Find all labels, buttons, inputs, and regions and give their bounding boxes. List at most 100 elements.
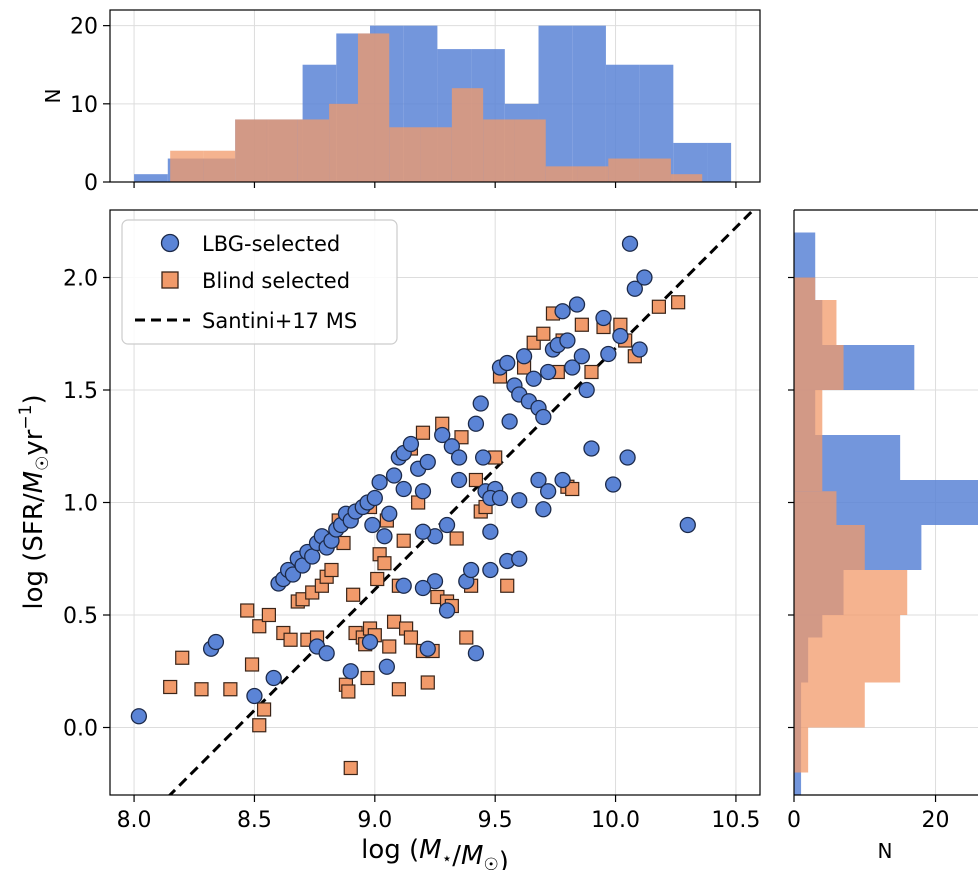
blind-selected-point bbox=[256, 702, 272, 717]
blind-selected-point bbox=[468, 472, 484, 488]
lbg-selected-point bbox=[381, 505, 398, 522]
lbg-selected-point bbox=[530, 471, 547, 489]
blind-selected-point bbox=[360, 670, 375, 686]
right-histogram-bar-blind bbox=[794, 491, 837, 525]
top-histogram-bar-blind bbox=[670, 174, 703, 182]
top-histogram-bar-blind bbox=[329, 103, 358, 182]
blind-selected-point bbox=[377, 556, 392, 571]
lbg-selected-point bbox=[366, 489, 383, 507]
lbg-selected-point bbox=[385, 467, 403, 484]
lbg-selected-point bbox=[482, 523, 499, 540]
blind-selected-point bbox=[341, 684, 356, 699]
lbg-selected-point bbox=[342, 663, 359, 680]
lbg-selected-point bbox=[438, 602, 456, 619]
top-histogram-frame bbox=[109, 9, 761, 183]
lbg-selected-point bbox=[434, 426, 451, 444]
top-histogram-bar-lbg bbox=[572, 25, 606, 182]
scatter-x-tick-label: 10.5 bbox=[711, 808, 760, 833]
right-histogram-bar-blind bbox=[794, 525, 865, 570]
blind-selected-point bbox=[574, 317, 589, 332]
blind-selected-point bbox=[240, 603, 255, 618]
blind-selected-point bbox=[454, 430, 469, 445]
legend-marker-lbg bbox=[160, 233, 180, 253]
top-histogram-y-ticks: 0 10 20 bbox=[70, 15, 110, 196]
lbg-selected-point bbox=[414, 523, 432, 540]
lbg-selected-point bbox=[525, 370, 542, 387]
lbg-selected-point bbox=[472, 395, 489, 412]
scatter-x-tick-label: 9.0 bbox=[357, 808, 392, 833]
legend: LBG-selected Blind selected Santini+17 M… bbox=[121, 219, 398, 345]
blind-selected-point bbox=[584, 364, 599, 380]
blind-selected-point bbox=[324, 562, 339, 578]
blind-selected-point bbox=[449, 531, 464, 546]
right-histogram-bar-lbg bbox=[794, 772, 802, 795]
blind-selected-point bbox=[261, 607, 276, 623]
lbg-selected-point bbox=[265, 669, 282, 687]
lbg-selected-point bbox=[626, 280, 643, 297]
blind-selected-point bbox=[396, 533, 411, 548]
right-histogram-bar-blind bbox=[794, 682, 865, 728]
blind-selected-point bbox=[163, 679, 178, 695]
lbg-selected-point bbox=[554, 303, 571, 320]
lbg-selected-point bbox=[462, 561, 480, 579]
blind-selected-point bbox=[343, 760, 358, 776]
lbg-selected-point bbox=[578, 381, 595, 399]
right-histogram-panel: 0 20 N bbox=[787, 209, 978, 863]
lbg-selected-point bbox=[539, 363, 557, 381]
top-histogram-bar-blind bbox=[514, 119, 546, 182]
right-histogram-x-label: N bbox=[878, 839, 893, 863]
blind-selected-point bbox=[244, 657, 260, 672]
lbg-selected-point bbox=[554, 471, 571, 489]
lbg-selected-point bbox=[573, 348, 591, 365]
top-histogram-bar-blind bbox=[389, 127, 421, 182]
top-histogram-bar-blind bbox=[608, 158, 640, 182]
scatter-x-ticks: 8.0 8.5 9.0 9.5 10.0 10.5 bbox=[117, 795, 760, 833]
lbg-selected-point bbox=[402, 435, 420, 453]
top-histogram-bar-blind bbox=[451, 88, 484, 182]
legend-label-blind: Blind selected bbox=[202, 269, 350, 293]
lbg-selected-point bbox=[474, 449, 492, 466]
lbg-selected-point bbox=[414, 483, 432, 500]
lbg-selected-point bbox=[414, 579, 432, 597]
blind-selected-point bbox=[500, 578, 515, 593]
right-histogram-x-tick-label: 20 bbox=[922, 808, 950, 833]
scatter-x-tick-label: 10.0 bbox=[591, 808, 640, 833]
top-histogram-bar-blind bbox=[420, 127, 452, 182]
lbg-selected-point bbox=[246, 687, 263, 705]
legend-marker-blind bbox=[161, 271, 179, 289]
lbg-selected-point bbox=[318, 645, 335, 662]
right-histogram-bar-blind bbox=[794, 727, 809, 773]
lbg-selected-point bbox=[631, 341, 648, 358]
lbg-selected-point bbox=[595, 309, 612, 327]
scatter-y-ticks: 0.0 0.5 1.0 1.5 2.0 bbox=[63, 267, 110, 742]
lbg-selected-point bbox=[612, 327, 629, 345]
right-histogram-y-ticks bbox=[788, 276, 794, 729]
top-histogram-y-label: N bbox=[41, 89, 65, 104]
blind-selected-point bbox=[386, 614, 402, 629]
scatter-x-label: log (M⋆/M☉) bbox=[361, 835, 509, 870]
right-histogram-x-tick-label: 0 bbox=[787, 808, 801, 833]
blind-selected-point bbox=[194, 682, 209, 697]
blind-selected-point bbox=[382, 639, 397, 654]
lbg-selected-point bbox=[600, 345, 617, 363]
lbg-selected-point bbox=[568, 296, 586, 313]
top-histogram-bar-blind bbox=[266, 119, 298, 182]
lbg-selected-point bbox=[535, 501, 552, 518]
blind-selected-point bbox=[415, 425, 431, 440]
lbg-selected-point bbox=[559, 332, 576, 349]
lbg-selected-point bbox=[438, 516, 456, 534]
lbg-selected-point bbox=[419, 453, 436, 471]
blind-selected-point bbox=[671, 295, 686, 310]
legend-label-lbg: LBG-selected bbox=[202, 232, 340, 256]
legend-box bbox=[121, 219, 398, 345]
lbg-selected-point bbox=[515, 348, 533, 365]
lbg-selected-point bbox=[511, 492, 528, 509]
right-histogram-x-ticks: 0 20 bbox=[787, 795, 950, 833]
top-histogram-bar-blind bbox=[577, 166, 609, 182]
top-histogram-bar-lbg bbox=[707, 142, 732, 182]
right-histogram-bar-lbg bbox=[794, 232, 816, 255]
lbg-selected-point bbox=[376, 528, 393, 545]
top-histogram-y-tick-label: 0 bbox=[84, 171, 98, 196]
lbg-selected-point bbox=[604, 476, 622, 493]
lbg-selected-point bbox=[395, 480, 412, 498]
